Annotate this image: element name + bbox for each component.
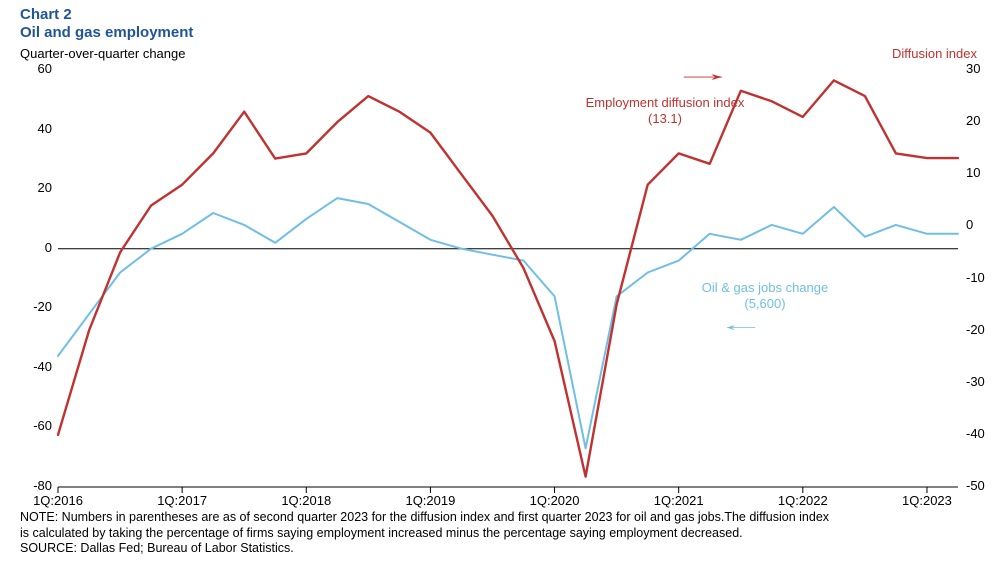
jobs-label-line2: (5,600) xyxy=(744,296,785,311)
right-tick: -20 xyxy=(966,322,985,337)
note-line2: is calculated by taking the percentage o… xyxy=(20,526,743,540)
left-tick: 60 xyxy=(38,61,52,76)
diffusion-label-line2: (13.1) xyxy=(648,111,682,126)
x-tick: 1Q:2022 xyxy=(768,493,838,508)
right-tick: 30 xyxy=(966,61,980,76)
x-tick: 1Q:2023 xyxy=(892,493,962,508)
diffusion-series-label: Employment diffusion index (13.1) xyxy=(555,95,775,126)
left-tick: -80 xyxy=(33,478,52,493)
right-tick: -30 xyxy=(966,374,985,389)
x-tick: 1Q:2020 xyxy=(520,493,590,508)
note-line3: SOURCE: Dallas Fed; Bureau of Labor Stat… xyxy=(20,541,294,555)
left-tick: -20 xyxy=(33,299,52,314)
left-tick: -40 xyxy=(33,359,52,374)
right-tick: -40 xyxy=(966,426,985,441)
x-tick: 1Q:2017 xyxy=(147,493,217,508)
jobs-label-line1: Oil & gas jobs change xyxy=(702,280,828,295)
right-tick: 20 xyxy=(966,113,980,128)
right-tick: 10 xyxy=(966,165,980,180)
arrow-left-icon: ← xyxy=(717,315,765,336)
left-tick: 0 xyxy=(45,240,52,255)
left-tick: 40 xyxy=(38,121,52,136)
right-tick: 0 xyxy=(966,217,973,232)
x-tick: 1Q:2021 xyxy=(644,493,714,508)
x-tick: 1Q:2019 xyxy=(395,493,465,508)
chart-container: { "layout": { "width": 997, "height": 56… xyxy=(0,0,997,565)
left-tick: -60 xyxy=(33,418,52,433)
right-tick: -50 xyxy=(966,478,985,493)
x-tick: 1Q:2018 xyxy=(271,493,341,508)
left-tick: 20 xyxy=(38,180,52,195)
jobs-series-label: Oil & gas jobs change (5,600) xyxy=(670,280,860,311)
right-tick: -10 xyxy=(966,270,985,285)
note-line1: NOTE: Numbers in parentheses are as of s… xyxy=(20,510,829,524)
x-tick: 1Q:2016 xyxy=(23,493,93,508)
chart-notes: NOTE: Numbers in parentheses are as of s… xyxy=(20,510,980,557)
diffusion-label-line1: Employment diffusion index xyxy=(586,95,745,110)
